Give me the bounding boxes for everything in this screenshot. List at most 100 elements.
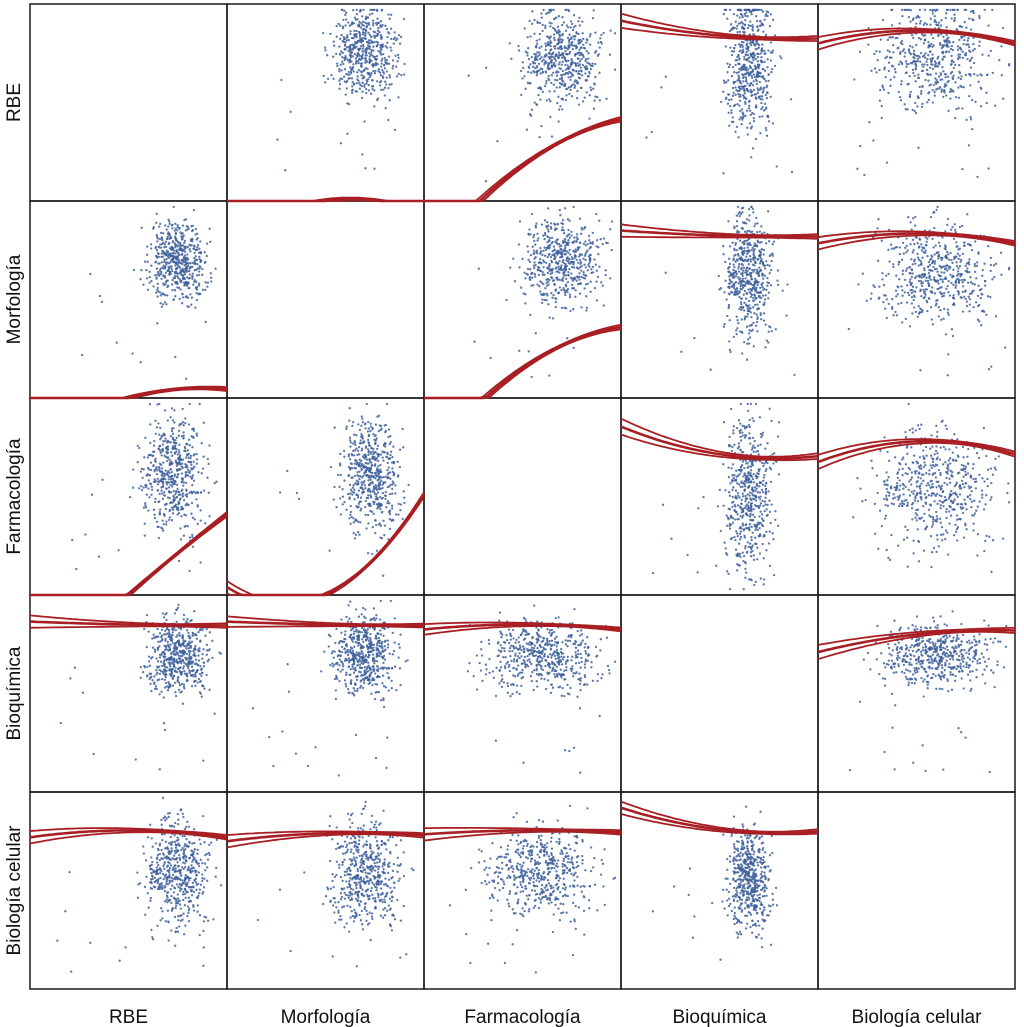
data-point xyxy=(542,234,545,237)
data-point xyxy=(760,101,763,105)
data-point xyxy=(929,8,932,12)
data-point xyxy=(743,27,746,31)
data-point xyxy=(166,456,169,460)
data-point-outlier xyxy=(496,139,499,143)
data-point xyxy=(753,242,756,245)
data-point xyxy=(158,445,161,448)
data-point-outlier xyxy=(289,110,292,113)
data-point xyxy=(933,15,936,18)
data-point xyxy=(545,12,548,15)
data-point xyxy=(562,229,565,232)
data-point xyxy=(749,52,752,55)
data-point xyxy=(558,86,561,89)
data-point xyxy=(901,289,904,292)
data-point xyxy=(538,38,541,41)
data-point xyxy=(538,57,542,61)
data-point xyxy=(533,266,536,270)
data-point xyxy=(357,25,360,28)
data-point-outlier xyxy=(987,368,991,371)
data-point xyxy=(745,109,749,112)
data-point xyxy=(160,305,164,309)
data-point xyxy=(568,33,571,36)
data-point xyxy=(597,41,600,44)
data-point xyxy=(737,282,740,285)
data-point xyxy=(764,33,768,37)
data-point xyxy=(556,79,559,82)
data-point xyxy=(934,304,937,307)
data-point xyxy=(556,47,560,50)
data-point xyxy=(752,296,755,300)
data-point xyxy=(568,236,571,239)
data-point xyxy=(538,21,542,25)
data-point xyxy=(907,8,911,12)
data-point xyxy=(351,486,355,489)
data-point xyxy=(166,459,169,463)
data-point xyxy=(338,45,341,48)
data-point xyxy=(910,291,913,295)
data-point xyxy=(921,63,924,66)
data-point xyxy=(142,283,145,286)
data-point xyxy=(929,60,933,63)
data-point xyxy=(576,97,579,100)
data-point xyxy=(761,74,765,78)
data-point xyxy=(736,103,739,106)
data-point xyxy=(191,535,194,539)
data-point xyxy=(350,67,353,71)
data-point xyxy=(339,63,342,66)
data-point xyxy=(984,284,987,287)
data-point xyxy=(523,27,526,30)
data-point xyxy=(569,260,572,263)
data-point xyxy=(927,281,930,285)
data-point xyxy=(587,263,590,267)
data-point xyxy=(928,45,932,48)
data-point xyxy=(380,9,383,12)
data-point-outlier xyxy=(566,337,569,340)
data-point xyxy=(752,80,755,83)
data-point xyxy=(326,77,330,81)
data-point xyxy=(555,53,558,56)
data-point xyxy=(343,80,346,83)
data-point xyxy=(143,534,146,537)
data-point xyxy=(909,221,912,224)
data-point xyxy=(750,323,754,327)
data-point xyxy=(161,497,165,501)
data-point xyxy=(734,43,737,47)
data-point xyxy=(535,103,538,106)
data-point xyxy=(377,68,380,71)
data-point xyxy=(589,242,592,245)
data-point xyxy=(741,211,744,214)
confidence-band-curve xyxy=(424,120,622,202)
data-point xyxy=(158,513,161,516)
data-point xyxy=(169,467,172,471)
data-point xyxy=(202,455,205,458)
data-point xyxy=(753,282,756,286)
data-point xyxy=(332,55,335,58)
data-point-outlier xyxy=(131,352,134,355)
data-point xyxy=(885,316,888,320)
data-point xyxy=(529,114,533,117)
data-point xyxy=(583,65,586,69)
data-point xyxy=(522,66,525,70)
data-point xyxy=(337,22,340,26)
data-point xyxy=(728,98,731,102)
data-point xyxy=(953,13,956,16)
data-point xyxy=(173,289,177,292)
data-point xyxy=(942,70,945,73)
data-point xyxy=(592,107,596,110)
data-point xyxy=(748,84,751,87)
data-point xyxy=(915,22,918,25)
data-point xyxy=(531,22,534,25)
data-point xyxy=(544,82,548,85)
data-point xyxy=(562,55,565,58)
data-point xyxy=(573,54,577,57)
data-point xyxy=(391,59,395,62)
data-point xyxy=(762,253,765,256)
data-point xyxy=(905,237,908,240)
data-point-outlier xyxy=(919,369,922,372)
data-point xyxy=(341,77,344,81)
data-point xyxy=(953,19,956,22)
data-point xyxy=(164,437,167,440)
data-point xyxy=(531,65,535,68)
data-point xyxy=(939,275,942,278)
data-point xyxy=(973,264,977,268)
